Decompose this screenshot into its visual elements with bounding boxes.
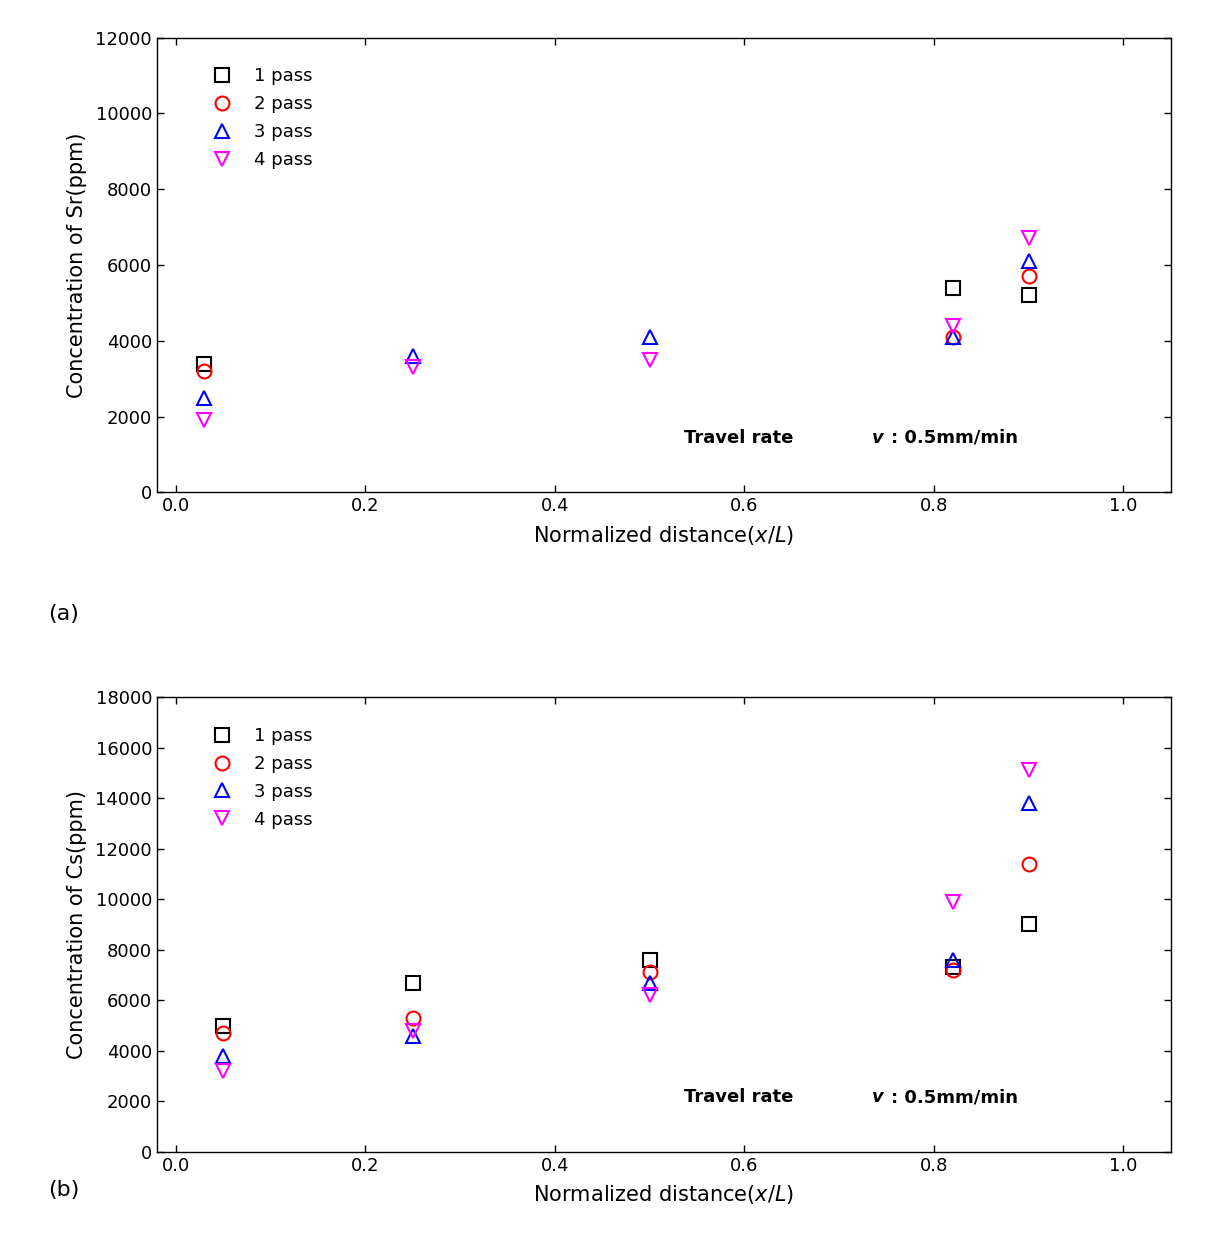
2 pass xyxy=(945,329,960,344)
Text: : 0.5mm/min: : 0.5mm/min xyxy=(891,1088,1018,1107)
2 pass xyxy=(197,363,211,378)
4 pass xyxy=(642,988,657,1003)
3 pass xyxy=(197,391,211,406)
3 pass xyxy=(406,1028,420,1043)
4 pass xyxy=(945,894,960,909)
2 pass xyxy=(642,965,657,980)
Text: (a): (a) xyxy=(48,603,80,623)
Text: (b): (b) xyxy=(48,1179,80,1199)
Text: v: v xyxy=(871,1088,884,1107)
1 pass xyxy=(642,953,657,968)
Line: 1 pass: 1 pass xyxy=(197,280,1036,371)
Line: 3 pass: 3 pass xyxy=(216,796,1036,1063)
2 pass xyxy=(945,963,960,978)
1 pass xyxy=(945,280,960,295)
1 pass xyxy=(197,356,211,371)
3 pass xyxy=(216,1048,231,1063)
X-axis label: Normalized distance($x/L$): Normalized distance($x/L$) xyxy=(533,1183,794,1206)
4 pass xyxy=(216,1063,231,1078)
4 pass xyxy=(406,359,420,374)
3 pass xyxy=(945,329,960,344)
1 pass xyxy=(945,960,960,975)
4 pass xyxy=(945,318,960,333)
4 pass xyxy=(1021,230,1036,245)
Line: 3 pass: 3 pass xyxy=(197,254,1036,404)
Text: Travel rate: Travel rate xyxy=(684,1088,800,1107)
4 pass xyxy=(642,352,657,367)
1 pass xyxy=(1021,916,1036,931)
Legend: 1 pass, 2 pass, 3 pass, 4 pass: 1 pass, 2 pass, 3 pass, 4 pass xyxy=(197,60,320,177)
3 pass xyxy=(642,329,657,344)
2 pass xyxy=(406,1010,420,1025)
3 pass xyxy=(406,348,420,363)
Text: v: v xyxy=(871,429,884,447)
Y-axis label: Concentration of Cs(ppm): Concentration of Cs(ppm) xyxy=(68,790,87,1059)
Line: 4 pass: 4 pass xyxy=(197,232,1036,427)
X-axis label: Normalized distance($x/L$): Normalized distance($x/L$) xyxy=(533,523,794,547)
2 pass xyxy=(1021,269,1036,284)
Text: Travel rate: Travel rate xyxy=(684,429,800,447)
2 pass xyxy=(1021,856,1036,871)
Line: 4 pass: 4 pass xyxy=(216,764,1036,1078)
4 pass xyxy=(197,413,211,428)
3 pass xyxy=(1021,254,1036,269)
1 pass xyxy=(216,1018,231,1033)
Legend: 1 pass, 2 pass, 3 pass, 4 pass: 1 pass, 2 pass, 3 pass, 4 pass xyxy=(197,720,320,836)
1 pass xyxy=(406,975,420,990)
Text: : 0.5mm/min: : 0.5mm/min xyxy=(891,429,1018,447)
2 pass xyxy=(216,1025,231,1040)
Line: 1 pass: 1 pass xyxy=(216,918,1036,1033)
3 pass xyxy=(642,975,657,990)
1 pass xyxy=(1021,288,1036,303)
3 pass xyxy=(1021,795,1036,810)
3 pass xyxy=(945,953,960,968)
Line: 2 pass: 2 pass xyxy=(216,856,1036,1040)
4 pass xyxy=(1021,762,1036,777)
4 pass xyxy=(406,1023,420,1038)
Line: 2 pass: 2 pass xyxy=(197,269,1036,378)
Y-axis label: Concentration of Sr(ppm): Concentration of Sr(ppm) xyxy=(68,133,87,398)
